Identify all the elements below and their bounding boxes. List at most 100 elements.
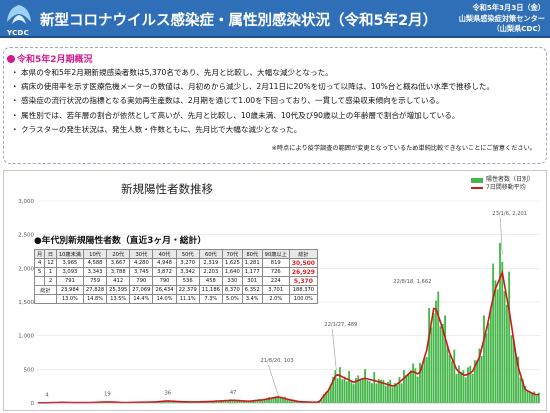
table-percent-row: 13.0% 14.8% 13.5% 14.4% 14.0% 11.1% 7.3%…	[34, 294, 318, 304]
table-cell: 330	[221, 276, 243, 286]
bar-mark	[428, 308, 431, 403]
bar-mark	[501, 261, 504, 403]
bar-mark	[407, 374, 410, 403]
summary-bullet: ・ 病床の使用率を示す医療危機メーターの数値は、月初めから減少し、2月11日に2…	[11, 82, 495, 92]
summary-bullet: ・ 属性別では、若年層の割合が依然として高いが、先月と比較し、10歳未満、10代…	[11, 110, 460, 120]
bar-mark	[387, 381, 389, 403]
table-cell: 27,828	[82, 285, 108, 295]
bar-mark	[521, 379, 524, 403]
bar-mark	[231, 400, 234, 403]
bar-mark	[355, 378, 357, 403]
bar-mark	[286, 399, 289, 403]
bar-mark	[357, 375, 360, 403]
table-cell: 7.3%	[198, 294, 223, 304]
bar-mark	[533, 391, 536, 403]
bar-mark	[517, 356, 520, 403]
table-cell: 100.0%	[288, 294, 318, 304]
header-meta: 令和5年3月3日（金） 山梨県感染症対策センター （山梨県CDC）	[459, 3, 545, 35]
chart-legend: 陽性者数（日別） 7日間移動平均	[470, 176, 534, 192]
table-total-row: 総計 23,984 27,828 25,395 27,069 26,434 22…	[34, 285, 318, 295]
summary-bullet: ・ 本県の令和5年2月期新規感染者数は5,370名であり、先月と比較し、大幅な減…	[11, 68, 333, 77]
bar-mark	[320, 399, 323, 403]
table-header-cell: 10歳未満	[55, 249, 84, 259]
table-cell: 791	[55, 276, 84, 286]
bar-mark	[496, 289, 499, 403]
bar-mark	[217, 400, 220, 403]
bar-mark	[489, 307, 492, 403]
bar-mark	[327, 390, 330, 403]
bar-mark	[492, 263, 495, 403]
bar-mark	[419, 362, 421, 403]
bar-mark	[375, 383, 378, 403]
positive-cases-chart: 新規陽性者数推移 陽性者数（日別） 7日間移動平均 3,000 2,500 2,00…	[3, 170, 547, 411]
bar-mark	[275, 396, 277, 403]
bar-mark	[366, 380, 369, 403]
bar-mark	[352, 384, 355, 403]
bar-mark	[448, 354, 451, 403]
bar-mark	[464, 377, 467, 403]
table-cell: 759	[82, 276, 108, 286]
bar-mark	[238, 399, 241, 403]
bar-mark	[236, 400, 238, 403]
annotation-leader-line	[332, 329, 337, 371]
bar-mark	[403, 370, 405, 403]
bar-mark	[537, 392, 540, 403]
bar-mark	[515, 354, 517, 403]
bar-mark	[531, 392, 533, 403]
bar-mark	[261, 400, 264, 403]
table-header-cell: 40代	[152, 249, 177, 259]
table-header-cell: 20代	[106, 249, 131, 259]
table-header-cell: 60代	[198, 249, 223, 259]
table-cell: 726	[261, 267, 290, 277]
table-row: 5 1 3,093 3,343 3,788 3,745 3,872 3,342 …	[33, 267, 318, 277]
data-annotation-label: 21/8/20, 103	[260, 358, 293, 364]
bar-mark	[476, 360, 479, 403]
bar-mark	[503, 291, 506, 403]
bar-mark	[339, 367, 341, 403]
table-cell-total: 30,500	[288, 258, 318, 268]
bar-mark	[295, 401, 298, 403]
table-cell: 8,370	[221, 285, 243, 295]
bar-mark	[457, 365, 460, 403]
table-cell: 12	[44, 258, 57, 268]
table-cell: 3.4%	[241, 294, 263, 304]
bar-mark	[272, 398, 275, 403]
bar-mark	[284, 396, 286, 403]
bar-mark	[430, 327, 433, 403]
table-cell: 3,788	[106, 267, 131, 277]
bar-mark	[462, 370, 465, 403]
bar-mark	[412, 363, 415, 403]
page-title: 新型コロナウイルス感染症・属性別感染状況（令和5年2月）	[40, 13, 438, 29]
bar-mark	[432, 313, 435, 403]
y-tick-label: 2,000	[18, 266, 34, 272]
bar-mark	[510, 335, 513, 403]
bar-mark	[215, 401, 218, 403]
data-annotation-label: 19	[104, 392, 111, 398]
data-annotation-label: 4	[45, 393, 49, 399]
bar-mark	[405, 374, 408, 403]
bar-mark	[377, 378, 380, 403]
bar-mark	[535, 395, 538, 403]
bar-mark	[508, 271, 511, 403]
bar-mark	[505, 304, 508, 403]
table-cell: 4	[33, 258, 46, 268]
table-cell: 1,281	[241, 258, 263, 268]
table-cell-total: 26,929	[288, 267, 318, 277]
table-cell: 2,319	[198, 258, 223, 268]
table-cell: 3,965	[55, 258, 84, 268]
legend-bar-swatch-icon	[470, 177, 483, 183]
y-tick-label: 3,000	[18, 199, 34, 205]
table-row: 4 12 3,965 4,588 3,667 4,280 4,948 3,270…	[33, 258, 318, 268]
bar-mark	[167, 400, 170, 403]
table-cell: 11.1%	[175, 294, 200, 304]
summary-box: 令和5年2月期概況 ・ 本県の令和5年2月期新規感染者数は5,370名であり、先…	[3, 47, 547, 164]
bar-mark	[421, 364, 424, 403]
bar-mark	[359, 379, 362, 403]
bar-mark	[350, 380, 353, 403]
bar-mark	[473, 360, 476, 403]
bar-mark	[396, 385, 399, 403]
bar-mark	[169, 400, 172, 403]
table-cell: 2,203	[198, 267, 223, 277]
bar-mark	[391, 387, 394, 403]
table-cell: 819	[261, 258, 290, 268]
